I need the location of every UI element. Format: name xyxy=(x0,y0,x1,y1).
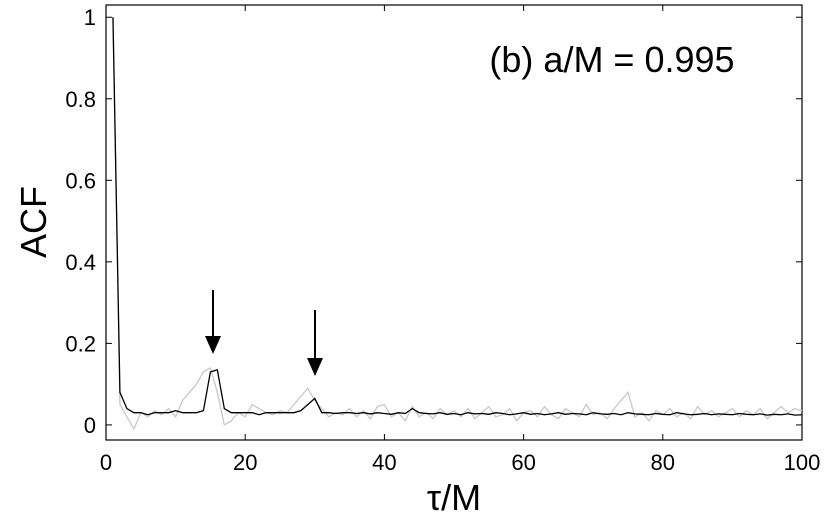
x-tick-label: 20 xyxy=(233,450,257,475)
y-tick-label: 0.8 xyxy=(65,87,96,112)
x-axis-label: τ/M xyxy=(427,477,481,518)
x-tick-label: 60 xyxy=(511,450,535,475)
x-tick-label: 100 xyxy=(784,450,821,475)
plot-frame xyxy=(105,4,803,441)
arrow xyxy=(205,290,221,354)
x-tick-label: 40 xyxy=(372,450,396,475)
y-tick-label: 0.2 xyxy=(65,331,96,356)
y-tick-label: 0.6 xyxy=(65,168,96,193)
y-axis-label: ACF xyxy=(13,186,54,258)
x-tick-label: 0 xyxy=(100,450,112,475)
y-tick-label: 0 xyxy=(84,413,96,438)
annotation: (b) a/M = 0.995 xyxy=(489,39,734,80)
y-tick-label: 0.4 xyxy=(65,250,96,275)
arrow xyxy=(307,310,323,376)
y-tick-label: 1 xyxy=(84,5,96,30)
data-line xyxy=(112,17,803,416)
x-tick-label: 80 xyxy=(651,450,675,475)
